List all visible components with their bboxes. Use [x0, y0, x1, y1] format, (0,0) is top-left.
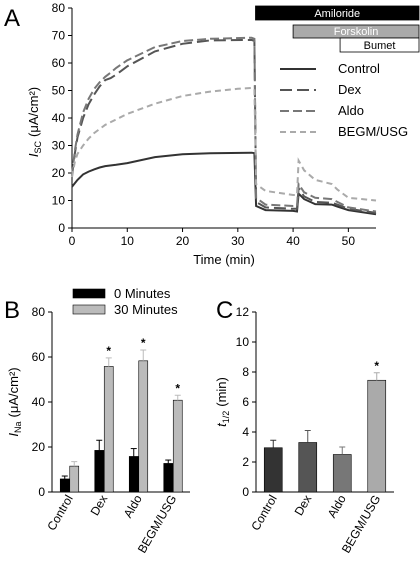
y-axis-title-symbol: t	[214, 422, 229, 427]
category-label: Aldo	[325, 492, 349, 520]
x-tick-label: 40	[286, 234, 300, 248]
y-tick-label: 20	[52, 166, 66, 180]
y-tick-label: 8	[242, 365, 249, 379]
y-tick-label: 6	[242, 395, 249, 409]
bar	[94, 450, 105, 493]
y-tick-label: 40	[32, 395, 46, 409]
x-axis-title: Time (min)	[193, 252, 255, 267]
y-tick-label: 60	[52, 56, 66, 70]
significance-marker: *	[106, 344, 111, 358]
y-tick-label: 80	[52, 1, 66, 15]
bar	[69, 465, 80, 493]
treatment-label: Forskolin	[334, 26, 379, 38]
legend-label: BEGM/USG	[338, 124, 408, 139]
y-tick-label: 20	[32, 440, 46, 454]
y-axis-title: INa (μA/cm²)	[6, 367, 23, 436]
bar	[298, 442, 318, 493]
y-tick-label: 80	[32, 305, 46, 319]
y-tick-label: 10	[236, 335, 250, 349]
panel-b-letter: B	[4, 297, 20, 324]
series-line-0	[71, 151, 377, 216]
category-label: Control	[44, 493, 75, 534]
y-tick-label: 0	[58, 221, 65, 235]
treatment-label: Bumet	[364, 40, 396, 52]
panel-a-line-chart: 0 10 20 30 40 50 60 70 80 0 10 20 30 40 50 Time (min) IS…	[26, 1, 420, 267]
bar	[59, 478, 70, 493]
y-tick-label: 10	[52, 194, 66, 208]
y-tick-label: 4	[242, 425, 249, 439]
significance-marker: *	[175, 381, 180, 395]
panel-a-letter: A	[4, 5, 20, 32]
y-axis-title-units: (μA/cm²)	[6, 367, 21, 417]
y-axis-title: t1/2 (min)	[214, 377, 231, 427]
x-tick-label: 0	[69, 234, 76, 248]
series-line-2	[71, 36, 377, 213]
y-axis-title-symbol: I	[6, 433, 21, 437]
bar	[263, 447, 283, 493]
bar	[332, 454, 352, 493]
y-axis-title: ISC (μA/cm²)	[26, 87, 43, 157]
category-label: Aldo	[121, 492, 145, 520]
category-label: Control	[248, 493, 279, 534]
treatment-bar	[339, 37, 420, 53]
series-line-1	[71, 38, 377, 214]
significance-marker: *	[141, 336, 146, 350]
y-axis-title-symbol: I	[26, 153, 41, 157]
x-tick-label: 20	[176, 234, 190, 248]
x-tick-label: 10	[121, 234, 135, 248]
significance-marker: *	[374, 359, 379, 373]
panel-b-bar-chart: 020406080INa(μA/cm²)Control*Dex*Aldo*BEG…	[6, 286, 190, 556]
legend-label: Aldo	[338, 103, 364, 118]
panel-c-letter: C	[216, 297, 233, 324]
bar	[138, 360, 149, 493]
legend-swatch	[72, 288, 106, 299]
x-tick-label: 30	[231, 234, 245, 248]
legend-label: Control	[338, 61, 380, 76]
legend-swatch	[72, 304, 106, 315]
y-axis-title-subscript: Na	[13, 421, 23, 433]
bar	[128, 456, 139, 493]
y-tick-label: 70	[52, 29, 66, 43]
y-tick-label: 0	[242, 485, 249, 499]
x-tick-label: 50	[342, 234, 356, 248]
bar	[163, 463, 174, 493]
bar	[103, 366, 114, 493]
bar	[367, 379, 387, 493]
bar	[172, 399, 183, 493]
y-axis-title-units: (μA/cm²)	[26, 87, 41, 137]
treatment-label: Amiloride	[314, 8, 360, 20]
legend-label: 0 Minutes	[114, 286, 171, 301]
y-tick-label: 30	[52, 139, 66, 153]
y-axis-title-units: (min)	[214, 377, 229, 407]
y-axis-title-subscript: SC	[33, 140, 43, 153]
y-axis-title-subscript: 1/2	[221, 411, 231, 424]
legend-label: Dex	[338, 82, 362, 97]
series-line-3	[71, 86, 377, 202]
y-tick-label: 0	[38, 485, 45, 499]
y-tick-label: 2	[242, 455, 249, 469]
legend-label: 30 Minutes	[114, 302, 178, 317]
treatment-bar	[255, 5, 420, 21]
category-label: Dex	[292, 493, 315, 518]
y-tick-label: 12	[236, 305, 250, 319]
y-tick-label: 40	[52, 111, 66, 125]
y-tick-label: 60	[32, 350, 46, 364]
category-label: Dex	[88, 493, 111, 518]
y-tick-label: 50	[52, 84, 66, 98]
